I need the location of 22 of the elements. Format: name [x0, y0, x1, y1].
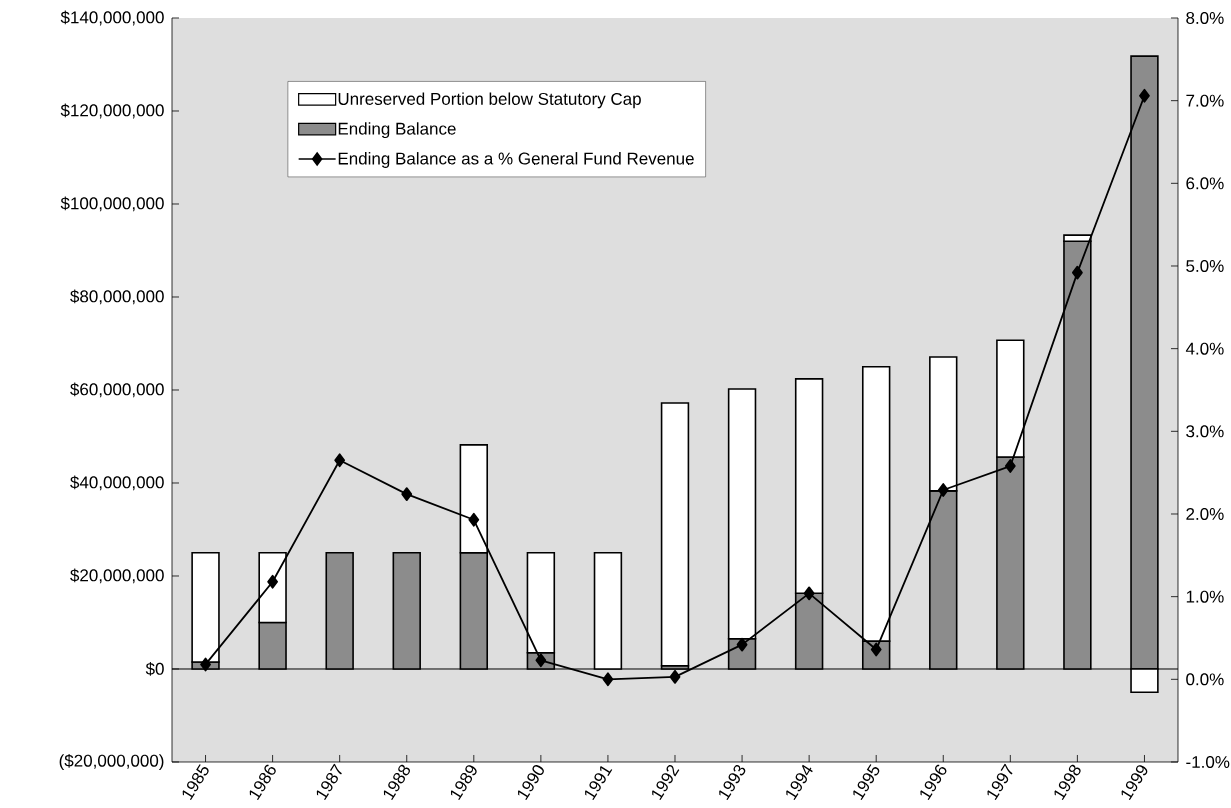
y2-tick-label: 4.0% — [1185, 342, 1224, 355]
y-tick-label: $60,000,000 — [70, 382, 164, 398]
y-tick-label: $100,000,000 — [60, 196, 164, 212]
y-tick-label: ($20,000,000) — [59, 753, 164, 771]
y-tick-label: $120,000,000 — [60, 103, 164, 119]
y2-tick-label: 1.0% — [1186, 590, 1224, 603]
y2-tick-label: 2.0% — [1186, 507, 1224, 521]
y2-tick-label: 6.0% — [1186, 177, 1224, 190]
legend-label: Unreserved Portion below Statutory Cap — [338, 92, 641, 109]
y2-tick-label: -1.0% — [1186, 755, 1230, 769]
y2-tick-label: 0.0% — [1186, 673, 1224, 686]
y-tick-label: $80,000,000 — [70, 289, 164, 305]
y-tick-label: $140,000,000 — [60, 10, 164, 26]
y-tick-label: $40,000,000 — [70, 475, 164, 491]
y2-tick-label: 7.0% — [1186, 94, 1224, 107]
y2-tick-label: 8.0% — [1186, 11, 1224, 25]
y2-tick-label: 3.0% — [1186, 425, 1224, 438]
y-tick-label: $20,000,000 — [70, 568, 164, 584]
legend-label: Ending Balance as a % General Fund Revenue — [338, 152, 694, 168]
legend-label: Ending Balance — [338, 122, 456, 139]
y-tick-label: $0 — [145, 662, 164, 676]
y2-tick-label: 5.0% — [1186, 259, 1224, 273]
